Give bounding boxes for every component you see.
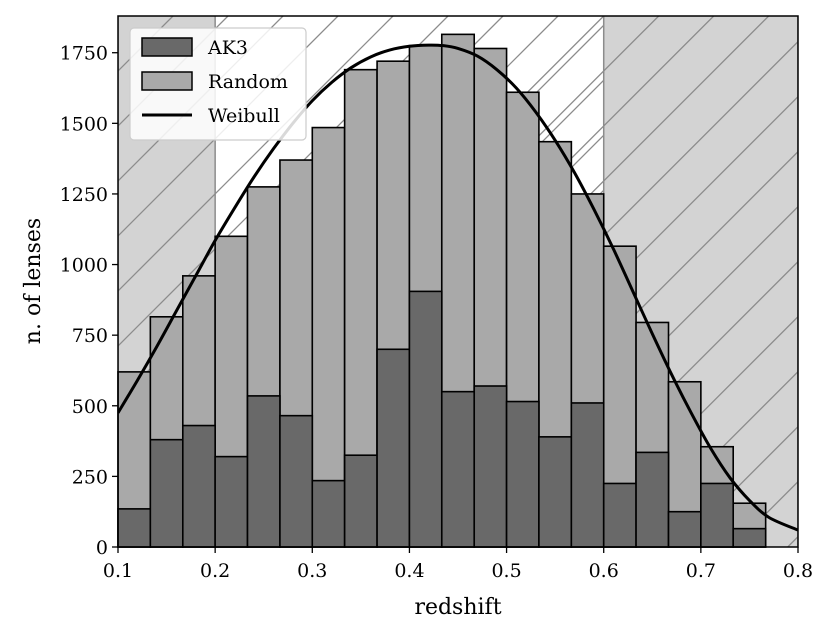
y-axis-label: n. of lenses <box>21 218 46 344</box>
legend-entry: Random <box>141 71 288 93</box>
y-tick-label: 1250 <box>60 184 108 206</box>
legend: AK3 Random Weibull <box>129 27 307 141</box>
ak3-bar <box>732 527 767 548</box>
y-tick-label: 250 <box>72 466 108 488</box>
hatch-line <box>677 425 798 547</box>
x-tick-label: 0.6 <box>589 560 619 582</box>
x-tick-label: 0.5 <box>491 560 521 582</box>
ak3-bar <box>440 390 476 548</box>
legend-entry: Weibull <box>142 105 280 127</box>
ak3-bar <box>376 348 411 548</box>
ak3-bar <box>246 395 281 548</box>
weibull-line <box>118 43 798 532</box>
y-tick-label: 0 <box>96 537 108 559</box>
ak3-bar <box>343 454 378 548</box>
y-tick-label: 1000 <box>60 255 108 277</box>
ak3-bar <box>667 510 702 548</box>
ak3-bar <box>279 414 314 548</box>
x-tick-label: 0.2 <box>200 560 230 582</box>
ak3-bar <box>570 402 605 548</box>
x-tick-label: 0.4 <box>394 560 424 582</box>
x-tick-label: 0.3 <box>297 560 327 582</box>
y-axis-ticks: 0 250 500 750 1000 1250 1500 1750 <box>60 43 118 559</box>
legend-swatch <box>141 71 193 91</box>
x-axis-ticks: 0.1 0.2 0.3 0.4 0.5 0.6 0.7 0.8 <box>103 547 813 582</box>
legend-label: Weibull <box>208 105 280 127</box>
legend-entry: AK3 <box>141 37 248 59</box>
ak3-bar <box>117 508 152 548</box>
ak3-bar <box>505 400 540 548</box>
plot-frame <box>117 15 799 548</box>
random-bar <box>311 126 346 548</box>
ak3-bar <box>149 438 184 548</box>
ak3-bar <box>181 424 216 548</box>
x-tick-label: 0.8 <box>783 560 813 582</box>
ak3-bar <box>473 385 508 548</box>
y-tick-label: 1500 <box>60 113 108 135</box>
ak3-bar <box>538 436 573 548</box>
ak3-bar <box>602 482 637 548</box>
legend-label: Random <box>208 71 288 93</box>
legend-swatch <box>141 37 193 57</box>
weibull-curve <box>118 43 798 532</box>
y-tick-label: 750 <box>72 325 108 347</box>
ak3-bar <box>700 482 735 548</box>
ak3-bar <box>635 451 670 548</box>
y-tick-label: 1750 <box>60 43 108 65</box>
ak3-bar <box>214 455 249 548</box>
ak3-bar <box>408 290 443 548</box>
x-tick-label: 0.1 <box>103 560 133 582</box>
legend-label: AK3 <box>207 37 248 59</box>
x-tick-label: 0.7 <box>686 560 716 582</box>
y-tick-label: 500 <box>72 396 108 418</box>
x-axis-label: redshift <box>414 595 501 620</box>
ak3-bar <box>311 479 346 548</box>
ak3-bars <box>117 290 767 548</box>
